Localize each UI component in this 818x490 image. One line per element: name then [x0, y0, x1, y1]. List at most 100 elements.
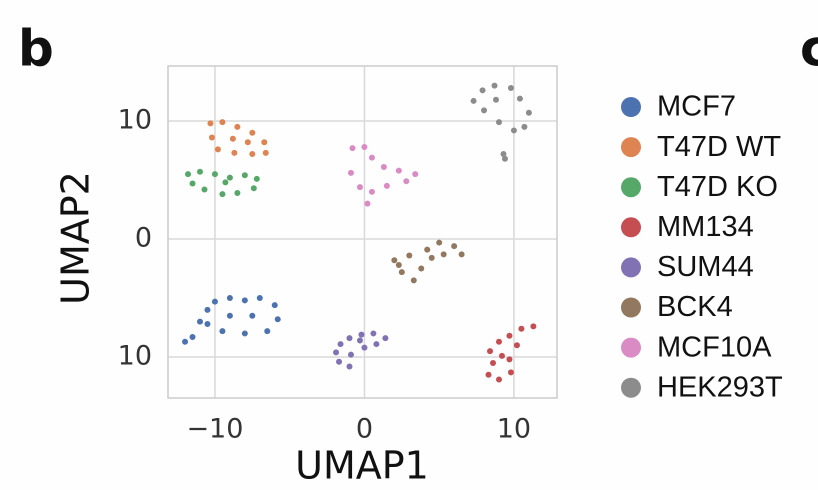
- point: [346, 335, 353, 342]
- point: [406, 252, 413, 259]
- point: [234, 123, 241, 130]
- point: [493, 96, 500, 103]
- x-tick-label: −10: [186, 414, 243, 445]
- panel-label: b: [18, 20, 54, 78]
- point: [516, 95, 523, 102]
- point: [204, 320, 211, 327]
- point: [479, 87, 486, 94]
- point: [182, 338, 189, 345]
- point: [424, 246, 431, 253]
- point: [196, 168, 203, 175]
- point: [204, 306, 211, 313]
- point: [495, 338, 502, 345]
- point: [244, 139, 251, 146]
- point: [364, 200, 371, 207]
- point: [211, 171, 218, 178]
- point: [189, 333, 196, 340]
- x-tick-label: 0: [356, 414, 373, 445]
- legend-label: HEK293T: [657, 371, 783, 403]
- point: [487, 348, 494, 355]
- point: [383, 182, 390, 189]
- point: [518, 325, 525, 332]
- point: [410, 277, 417, 284]
- point: [261, 139, 268, 146]
- legend-label: MCF7: [657, 91, 736, 123]
- point: [458, 251, 465, 258]
- point: [412, 171, 419, 178]
- point: [226, 174, 233, 181]
- point: [356, 184, 363, 191]
- point: [347, 351, 354, 358]
- point: [403, 178, 410, 185]
- legend-marker: [621, 177, 641, 198]
- point: [226, 295, 233, 302]
- point: [501, 155, 508, 162]
- point: [530, 323, 537, 330]
- point: [208, 134, 215, 141]
- point: [337, 341, 344, 348]
- point: [241, 172, 248, 179]
- point: [219, 191, 226, 198]
- plot-frame: [167, 65, 558, 399]
- point: [370, 330, 377, 337]
- legend-marker: [621, 257, 641, 278]
- point: [507, 84, 514, 91]
- point: [495, 376, 502, 383]
- point: [436, 239, 443, 246]
- point: [249, 151, 256, 158]
- point: [380, 164, 387, 171]
- point: [219, 119, 226, 126]
- x-tick-label: 10: [497, 414, 531, 445]
- point: [510, 127, 517, 134]
- point: [349, 145, 356, 152]
- legend-label: MM134: [657, 211, 754, 243]
- legend-label: SUM44: [657, 251, 754, 283]
- point: [373, 341, 380, 348]
- panel-label: c: [800, 20, 818, 78]
- legend-marker: [621, 97, 641, 117]
- point: [470, 97, 477, 104]
- point: [231, 149, 238, 156]
- legend-marker: [621, 377, 641, 398]
- y-tick-label: 10: [118, 104, 152, 135]
- point: [185, 171, 192, 178]
- point: [241, 330, 248, 337]
- point: [241, 297, 248, 304]
- point: [481, 107, 488, 114]
- legend-label: T47D WT: [657, 131, 781, 163]
- point: [358, 331, 365, 338]
- y-tick-label: 10: [118, 341, 152, 372]
- point: [356, 337, 363, 344]
- point: [264, 328, 271, 335]
- point: [196, 318, 203, 325]
- point: [491, 82, 498, 89]
- point: [440, 251, 447, 258]
- point: [201, 186, 208, 193]
- point: [229, 135, 236, 142]
- point: [525, 109, 532, 116]
- point: [249, 129, 256, 136]
- point: [368, 154, 375, 161]
- point: [226, 312, 233, 319]
- legend-label: MCF10A: [657, 331, 772, 363]
- y-axis-label: UMAP2: [54, 171, 98, 305]
- point: [274, 316, 281, 323]
- y-tick-label: 0: [135, 223, 152, 254]
- legend-marker: [621, 137, 641, 158]
- point: [250, 185, 257, 192]
- point: [336, 358, 343, 365]
- point: [521, 123, 528, 130]
- point: [418, 265, 425, 272]
- point: [498, 352, 505, 359]
- point: [361, 344, 368, 351]
- point: [398, 269, 405, 276]
- point: [346, 363, 353, 370]
- legend-marker: [621, 217, 641, 238]
- point: [253, 175, 260, 182]
- point: [395, 167, 402, 174]
- point: [506, 356, 513, 363]
- point: [495, 119, 502, 126]
- point: [395, 261, 402, 268]
- point: [506, 332, 513, 339]
